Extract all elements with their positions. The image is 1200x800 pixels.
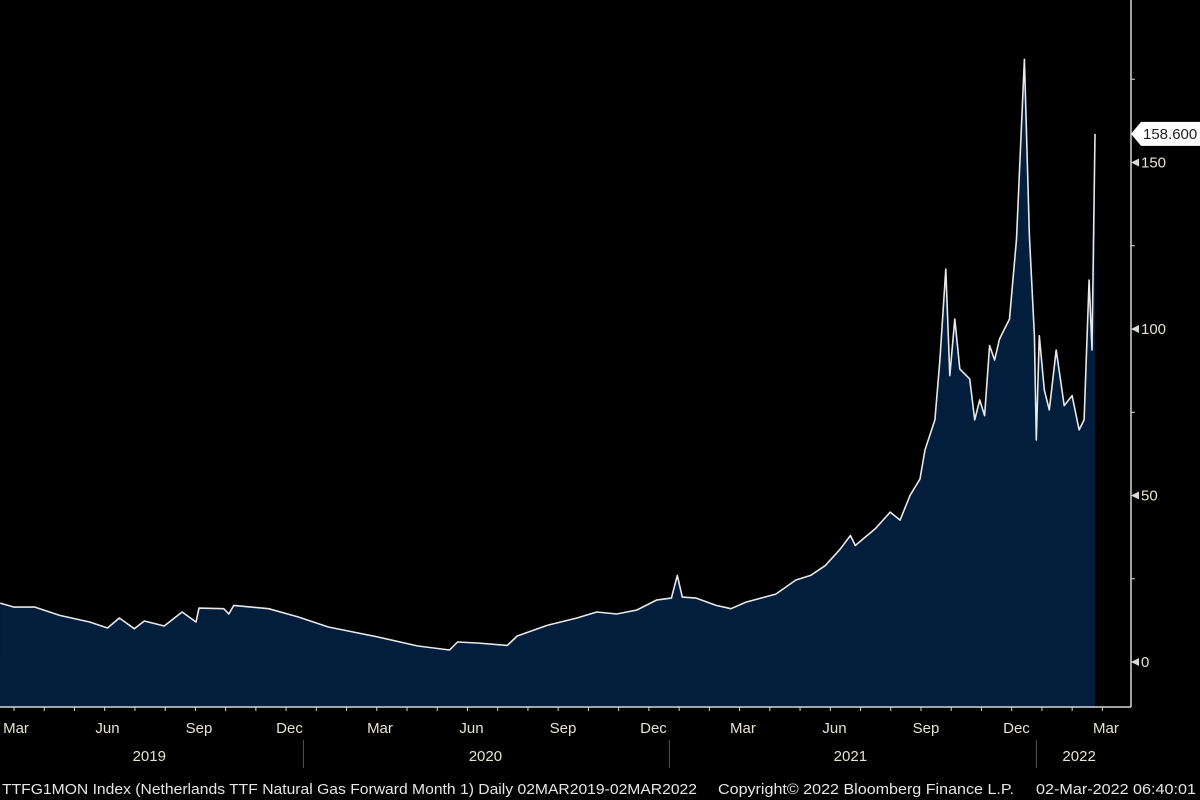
x-tick-label: Mar	[1093, 720, 1119, 737]
last-value-label: 158.600	[1143, 126, 1197, 143]
year-label: 2020	[469, 748, 502, 765]
year-label: 2021	[834, 748, 867, 765]
x-tick-label: Dec	[1003, 720, 1030, 737]
x-tick-label: Jun	[95, 720, 119, 737]
y-tick-label: 150	[1141, 155, 1166, 172]
series-line	[0, 58, 1096, 651]
x-tick-label: Mar	[3, 720, 29, 737]
last-value-box	[1131, 121, 1200, 146]
footer-description: TTFG1MON Index (Netherlands TTF Natural …	[2, 781, 697, 798]
x-tick-label: Sep	[186, 720, 213, 737]
x-tick-label: Sep	[913, 720, 940, 737]
year-label: 2022	[1062, 748, 1095, 765]
year-label: 2019	[133, 748, 166, 765]
footer-copyright: Copyright© 2022 Bloomberg Finance L.P.	[718, 781, 1014, 798]
x-tick-label: Sep	[550, 720, 577, 737]
y-tick-label: 0	[1141, 654, 1149, 671]
y-tick	[1131, 491, 1139, 500]
x-tick-label: Dec	[640, 720, 667, 737]
y-tick	[1131, 658, 1139, 666]
x-tick-label: Jun	[459, 720, 483, 737]
x-tick-label: Mar	[367, 720, 393, 737]
plot-area	[0, 58, 1096, 708]
last-value-marker: 158.600	[1131, 121, 1200, 146]
y-tick	[1131, 158, 1139, 167]
y-tick-label: 50	[1141, 488, 1158, 505]
x-tick-label: Mar	[730, 720, 756, 737]
y-tick-label: 100	[1141, 321, 1166, 338]
footer: TTFG1MON Index (Netherlands TTF Natural …	[2, 781, 1196, 798]
y-tick	[1131, 325, 1139, 333]
x-tick-label: Dec	[276, 720, 303, 737]
y-axis: 0 50 100 150	[1130, 0, 1166, 707]
series-area	[0, 59, 1095, 708]
x-axis: Mar Jun Sep Dec Mar Jun Sep Dec Mar Jun Sep Dec Mar 2…	[0, 706, 1131, 768]
footer-timestamp: 02-Mar-2022 06:40:01	[1036, 781, 1196, 798]
x-tick-label: Jun	[822, 720, 846, 737]
